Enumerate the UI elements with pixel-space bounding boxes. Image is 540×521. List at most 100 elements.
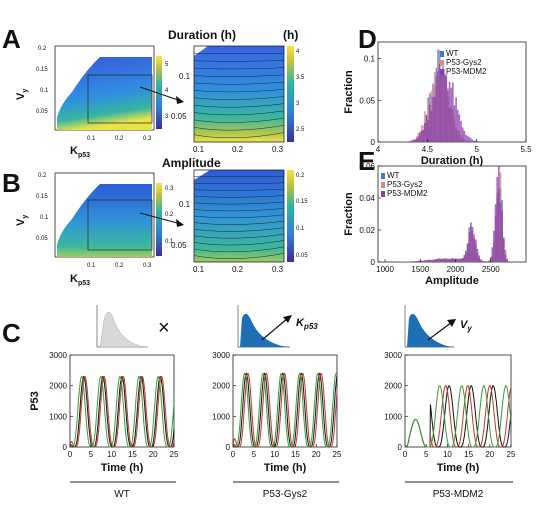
svg-text:0.2: 0.2: [115, 136, 124, 142]
svg-text:0.15: 0.15: [296, 199, 308, 205]
histogram-bar: [486, 261, 489, 262]
heatmap-a-zoom-yticks: 0.1 0.05: [171, 72, 191, 121]
svg-text:4: 4: [165, 88, 169, 94]
histogram-bar: [468, 232, 471, 262]
legend-swatch: [381, 191, 385, 197]
histogram-bar: [475, 140, 477, 142]
contour-line: [193, 214, 285, 218]
histogram-bar: [448, 258, 451, 262]
contour-line: [193, 220, 285, 225]
histogram-bar: [450, 258, 452, 262]
inset-mdm2: Vy: [404, 305, 472, 348]
histogram-bar: [437, 258, 439, 262]
svg-text:0.3: 0.3: [165, 186, 174, 192]
x-tick-label: 15: [291, 450, 300, 459]
svg-text:0.1: 0.1: [193, 145, 205, 154]
svg-text:2.5: 2.5: [296, 127, 305, 133]
contour-line: [193, 67, 285, 70]
contour-line: [193, 240, 285, 246]
y-tick-label: 1000: [212, 412, 230, 421]
histogram-bar: [470, 222, 472, 262]
histogram-bar: [475, 239, 477, 262]
svg-text:0.2: 0.2: [296, 173, 305, 179]
histogram-bar: [448, 81, 451, 142]
histogram-bar: [473, 140, 476, 142]
histogram-bar: [442, 259, 444, 262]
x-tick-label: 5.5: [520, 145, 532, 154]
y-tick-label: 0: [371, 138, 376, 147]
histogram-bar: [504, 255, 507, 262]
histogram-bar: [422, 260, 425, 262]
y-tick-label: 0.02: [359, 226, 375, 235]
contour-line: [193, 182, 285, 184]
contour-line: [193, 246, 285, 253]
svg-text:0.3: 0.3: [272, 265, 284, 274]
x-tick-label: 5: [89, 450, 94, 459]
group-label: WT: [114, 489, 130, 500]
trace-green: [69, 375, 175, 448]
y-tick-label: 2000: [212, 382, 230, 391]
histogram-bar: [424, 260, 426, 262]
histogram-bar: [435, 259, 438, 262]
histogram-bar: [435, 76, 438, 142]
histogram-bar: [466, 136, 469, 142]
heatmap-a-zoom-cbar-ticks: 4 3.5 3 2.5: [296, 49, 305, 133]
contour-line: [193, 233, 285, 239]
contour-line: [193, 195, 285, 198]
inset-gys2: Kp53: [237, 305, 318, 348]
histogram-bar: [471, 226, 474, 262]
histogram-bar: [433, 96, 436, 142]
histogram-bar: [456, 109, 459, 142]
histogram-bar: [412, 261, 415, 262]
histogram-bar: [502, 239, 505, 262]
histogram-bar: [430, 110, 433, 142]
contour-line: [193, 132, 285, 139]
contour-line: [193, 201, 285, 205]
histogram-bar: [463, 130, 466, 142]
legend-label: P53-MDM2: [446, 67, 487, 76]
legend-label: P53-MDM2: [387, 189, 428, 198]
heatmap-a-ylabel: Vy: [15, 89, 29, 100]
histogram-bar: [461, 258, 464, 262]
histogram-bar: [476, 141, 479, 142]
panel-letter-a: A: [2, 24, 21, 54]
histogram-bar: [488, 260, 490, 262]
x-tick-label: 1500: [411, 265, 429, 274]
svg-text:4: 4: [296, 49, 300, 55]
y-tick-label: 0: [371, 258, 376, 267]
histogram-bar: [445, 258, 448, 262]
panel-letter-e: E: [358, 146, 375, 176]
histogram-bar: [458, 114, 461, 142]
svg-text:0.15: 0.15: [36, 194, 48, 200]
y-tick-label: 0.05: [359, 96, 375, 105]
x-tick-label: 25: [507, 450, 516, 459]
y-axis-label: P53: [29, 391, 41, 411]
histogram-bar: [468, 137, 471, 142]
svg-text:0.3: 0.3: [143, 263, 152, 269]
heatmap-b-small-xticks: 0.1 0.2 0.3: [87, 263, 152, 269]
histogram-bar: [419, 260, 421, 262]
contour-line: [193, 96, 285, 100]
histogram-bar: [422, 130, 425, 142]
svg-text:0.05: 0.05: [36, 236, 48, 242]
histogram-bar: [437, 71, 439, 142]
contour-line: [193, 103, 285, 108]
heatmap-b-zoom: [193, 169, 294, 263]
histogram-bar: [424, 122, 426, 142]
panel-letter-b: B: [2, 168, 21, 198]
histogram-bar: [465, 252, 467, 262]
histogram-bar: [452, 82, 454, 142]
inset-wt-distribution: [99, 311, 149, 348]
x-axis-label: Time (h): [101, 462, 144, 474]
panel-letter-d: D: [358, 24, 377, 54]
no-perturbation-cross-icon: ×: [158, 317, 170, 339]
histogram-bar: [410, 140, 413, 142]
y-tick-label: 0: [63, 443, 68, 452]
histogram-bar: [498, 166, 500, 262]
svg-text:0.1: 0.1: [179, 200, 191, 209]
heatmap-b-ylabel: Vy: [15, 215, 29, 226]
plot-frame: [232, 354, 338, 448]
histogram-bar: [463, 255, 466, 262]
svg-text:0.05: 0.05: [36, 109, 48, 115]
inset-mdm2-distribution: [407, 313, 454, 347]
